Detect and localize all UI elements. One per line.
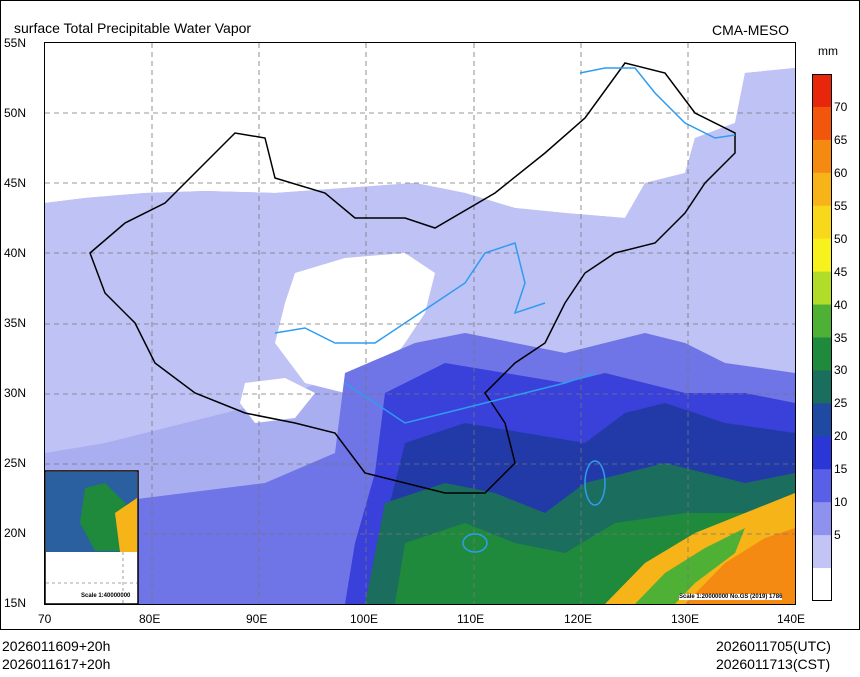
lat-label-30n: 30N — [4, 386, 27, 400]
colorbar-tick-label: 25 — [834, 396, 848, 411]
colorbar-segment — [812, 436, 832, 470]
lon-label-110e: 110E — [457, 612, 485, 626]
colorbar-segment — [812, 106, 832, 141]
lon-label-70: 70 — [38, 612, 52, 626]
tropical-green-band — [635, 528, 745, 604]
south-china-sea-inset — [45, 470, 139, 604]
hainan-outline — [462, 533, 488, 553]
lat-label-50n: 50N — [4, 106, 27, 120]
colorbar-segment — [812, 535, 832, 569]
lon-label-140e: 140E — [777, 612, 806, 626]
colorbar-tick-label: 45 — [834, 264, 848, 279]
colorbar-segment — [812, 502, 832, 536]
colorbar-tick-label: 65 — [834, 132, 848, 147]
colorbar-segment — [812, 370, 832, 404]
colorbar-tick-label: 70 — [834, 99, 848, 114]
lat-label-45n: 45N — [4, 176, 27, 190]
colorbar-tick-label: 5 — [834, 528, 841, 543]
graticule — [45, 43, 795, 604]
colorbar-tick-label: 55 — [834, 198, 848, 213]
colorbar-tick-label: 40 — [834, 297, 848, 312]
lat-label-20n: 20N — [4, 526, 27, 540]
colorbar-segment — [812, 469, 832, 503]
lat-label-35n: 35N — [4, 316, 27, 330]
yangtze-river — [344, 372, 596, 424]
map-canvas — [45, 43, 795, 604]
colorbar-tick-label: 15 — [834, 462, 848, 477]
map-scale: Scale 1:20000000 No.GS (2019) 1786 — [679, 594, 783, 600]
inset-scale: Scale 1:40000000 — [81, 593, 131, 599]
china-boundary — [89, 62, 736, 494]
lon-label-90e: 90E — [246, 612, 268, 626]
colorbar-segment — [812, 238, 832, 273]
colorbar-segment — [812, 568, 832, 601]
colorbar-tick-label: 10 — [834, 495, 848, 510]
lon-label-80e: 80E — [139, 612, 161, 626]
lat-label-55n: 55N — [4, 36, 27, 50]
amur-river — [579, 67, 736, 139]
valid-time-utc: 2026011705(UTC) — [716, 638, 831, 654]
tropical-peak-moisture — [685, 528, 795, 604]
low-moisture-band — [45, 68, 795, 453]
lat-label-15n: 15N — [4, 596, 27, 610]
map-title: surface Total Precipitable Water Vapor — [14, 20, 252, 36]
model-source: CMA-MESO — [712, 22, 789, 38]
lon-label-120e: 120E — [564, 612, 593, 626]
colorbar-segment — [812, 403, 832, 437]
yellow-river — [274, 242, 546, 344]
colorbar-unit: mm — [818, 44, 838, 58]
colorbar-segment — [812, 205, 832, 240]
valid-time-cst: 2026011713(CST) — [716, 656, 831, 672]
lat-label-40n: 40N — [4, 246, 27, 260]
lon-label-130e: 130E — [671, 612, 700, 626]
colorbar-tick-label: 60 — [834, 165, 848, 180]
init-time-1: 2026011609+20h — [2, 638, 111, 654]
colorbar-tick-label: 30 — [834, 363, 848, 378]
taiwan-outline — [584, 460, 606, 506]
colorbar-segment — [812, 271, 832, 306]
colorbar-segment — [812, 74, 832, 108]
colorbar-tick-label: 35 — [834, 330, 848, 345]
colorbar-segment — [812, 337, 832, 371]
colorbar-border — [812, 74, 832, 601]
lon-label-100e: 100E — [350, 612, 379, 626]
init-time-2: 2026011617+20h — [2, 656, 111, 672]
tibetan-plateau-dry — [275, 253, 435, 393]
colorbar — [812, 74, 832, 601]
colorbar-segment — [812, 172, 832, 207]
colorbar-tick-label: 50 — [834, 231, 848, 246]
colorbar-tick-label: 20 — [834, 429, 848, 444]
precipitable-water-map: Scale 1:40000000 Scale 1:20000000 No.GS … — [44, 42, 796, 605]
colorbar-segment — [812, 304, 832, 338]
colorbar-segments — [812, 74, 832, 601]
lat-label-25n: 25N — [4, 456, 27, 470]
colorbar-segment — [812, 139, 832, 174]
